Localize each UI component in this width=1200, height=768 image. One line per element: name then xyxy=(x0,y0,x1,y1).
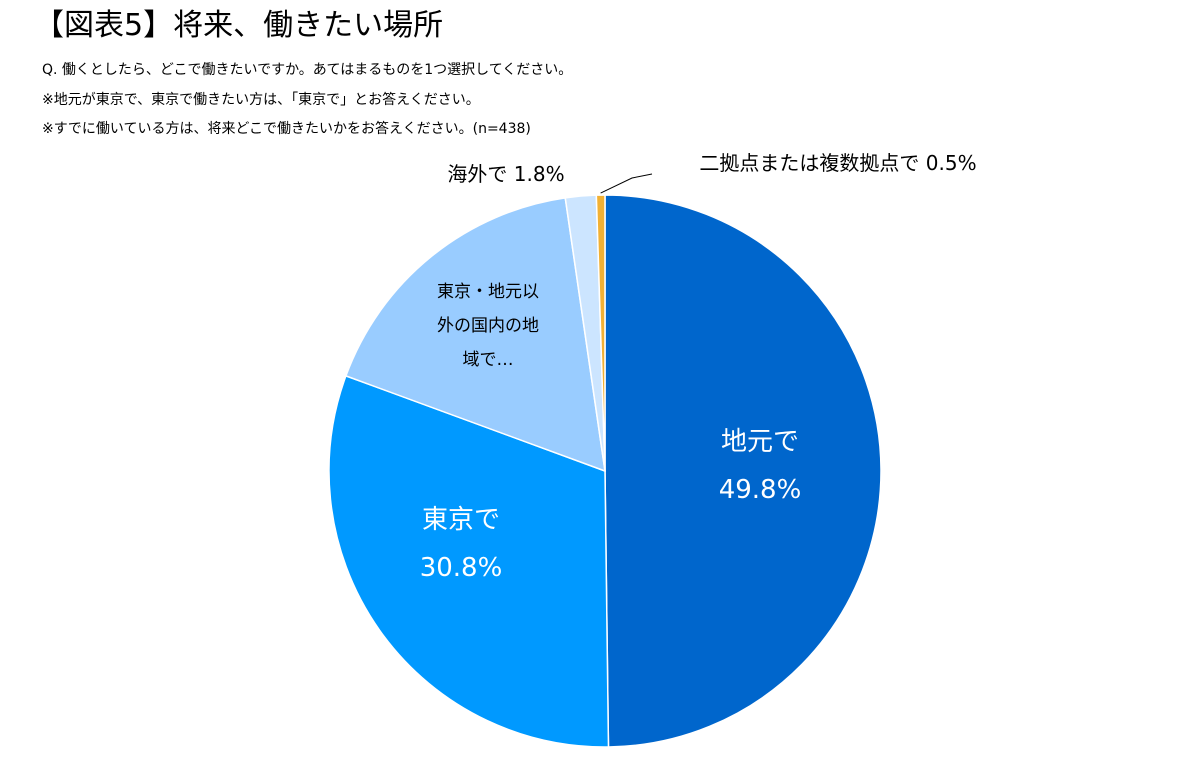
slice-label-jimoto: 地元で 49.8% xyxy=(719,427,802,505)
pie-slices xyxy=(328,194,882,748)
pie-slice-jimoto xyxy=(604,194,882,748)
slice-label-overseas: 海外で 1.8% xyxy=(447,162,564,186)
chart-title: 【図表5】将来、働きたい場所 xyxy=(34,8,444,43)
note-tokyo: ※地元が東京で、東京で働きたい方は、「東京で」とお答えください。 xyxy=(42,92,480,108)
note-working: ※すでに働いている方は、将来どこで働きたいかをお答えください。(n=438) xyxy=(42,121,531,137)
question-text: Q. 働くとしたら、どこで働きたいですか。あてはまるものを1つ選択してください。 xyxy=(42,62,573,78)
leader-lines xyxy=(600,173,653,194)
slice-label-tokyo: 東京で 30.8% xyxy=(420,505,503,583)
pie-slice-tokyo xyxy=(328,374,610,748)
pie-slice-multi-base xyxy=(595,194,606,472)
pie-slice-other-domestic xyxy=(344,197,606,473)
leader-line-multi-base xyxy=(600,173,653,194)
slice-label-other-domestic: 東京・地元以外の国内の地域で… xyxy=(437,282,539,370)
slice-labels: 地元で 49.8% 東京で 30.8% 東京・地元以外の国内の地域で… 海外で 1.8% 二… xyxy=(420,151,977,583)
slice-label-multi-base: 二拠点または複数拠点で 0.5% xyxy=(699,151,976,175)
